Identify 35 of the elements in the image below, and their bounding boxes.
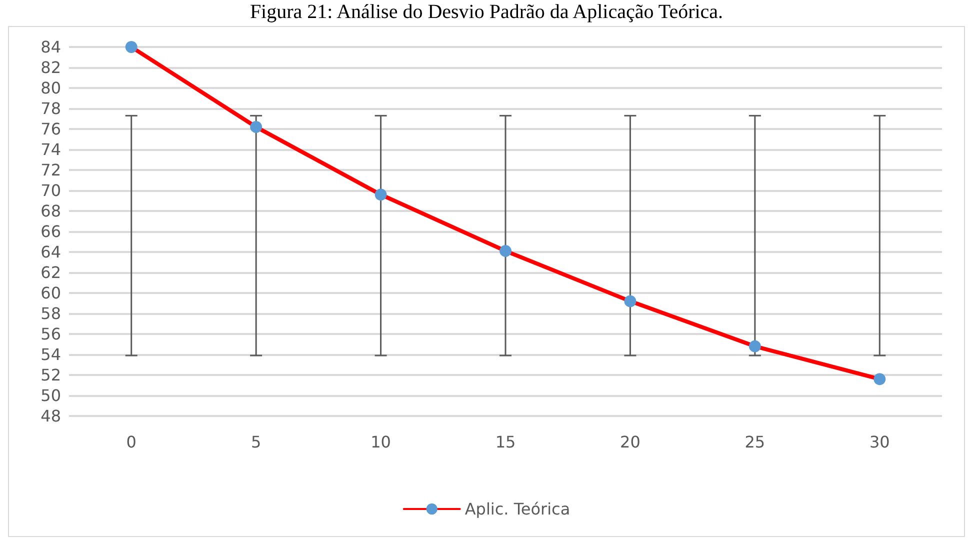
x-tick-label: 15 [495,432,516,452]
y-tick-label: 82 [40,58,61,77]
x-tick-label: 0 [126,432,136,452]
point [874,373,886,386]
point [374,188,387,201]
chart-title: Figura 21: Análise do Desvio Padrão da Aplicação Teórica. [248,0,724,24]
y-tick-label: 76 [40,120,61,138]
x-tick-label: 30 [869,432,890,452]
y-tick-label: 74 [40,140,61,159]
y-tick-label: 78 [40,99,61,118]
x-tick-label: 5 [250,432,262,452]
y-tick-label: 64 [40,242,61,262]
point [125,41,138,53]
y-tick-label: 52 [40,366,61,384]
y-tick-label: 68 [40,202,61,220]
y-tick-label: 80 [40,78,61,98]
y-tick-label: 72 [40,160,61,180]
y-tick-label: 50 [40,386,61,405]
x-tick-label: 20 [620,432,640,452]
point [748,340,761,352]
y-tick-label: 60 [40,284,61,302]
y-tick-label: 66 [40,222,61,241]
point [624,295,636,308]
y-tick-label: 54 [40,345,61,364]
x-tick-label: 10 [370,432,391,452]
y-tick-label: 84 [40,38,61,56]
point [250,120,262,133]
x-tick-label: 25 [744,432,766,452]
legend-label: Aplic. Teórica [464,500,570,518]
y-tick-label: 62 [40,263,61,282]
y-tick-label: 58 [40,304,61,323]
y-tick-label: 56 [40,324,61,344]
y-tick-label: 48 [40,406,61,426]
point [500,244,512,257]
y-tick-label: 70 [40,181,61,200]
